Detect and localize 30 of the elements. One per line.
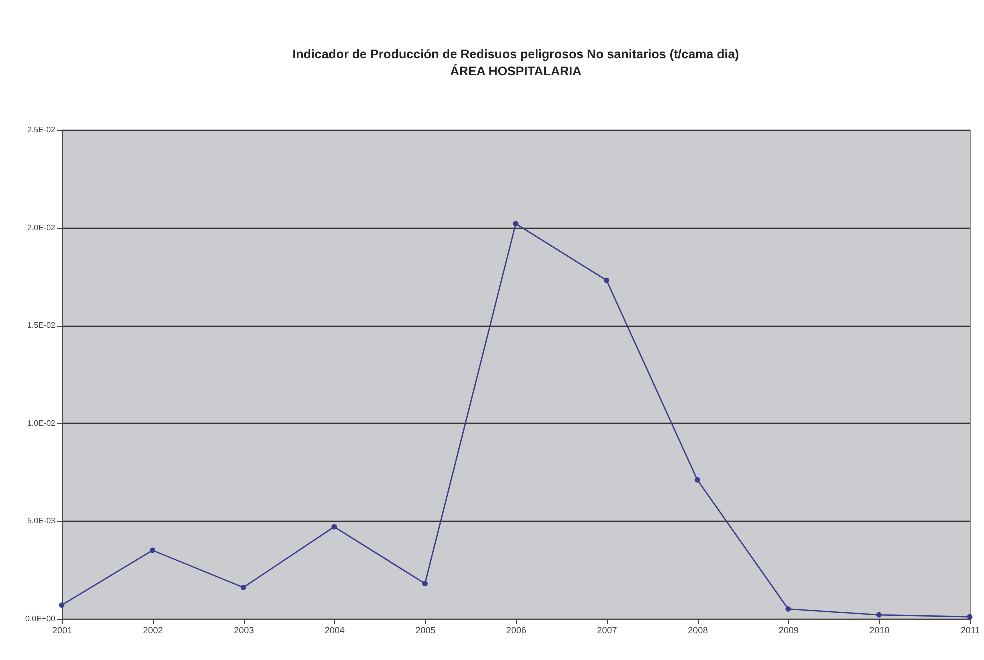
point bbox=[604, 278, 610, 284]
x-tick-label: 2007 bbox=[597, 626, 618, 636]
x-tick-label: 2001 bbox=[52, 626, 73, 636]
x-tick-label: 2008 bbox=[688, 626, 708, 636]
point bbox=[150, 548, 156, 554]
x-tick-label: 2006 bbox=[506, 626, 527, 636]
text: Indicador de Producción de Redisuos peligrosos No sanitarios (t/cama dia) bbox=[292, 48, 740, 62]
point bbox=[332, 524, 338, 530]
y-tick-label: 1.5E-02 bbox=[27, 321, 56, 330]
x-tick-label: 2010 bbox=[870, 626, 890, 636]
x-tick-label: 2004 bbox=[324, 626, 345, 636]
x-tick-label: 2009 bbox=[778, 626, 799, 636]
point bbox=[422, 581, 428, 587]
point bbox=[240, 584, 246, 590]
x-tick-label: 2005 bbox=[416, 626, 436, 636]
point bbox=[513, 221, 519, 227]
point bbox=[967, 614, 973, 620]
y-tick-label: 2.0E-02 bbox=[27, 223, 56, 232]
y-tick-label: 0.0E+00 bbox=[25, 614, 56, 624]
point bbox=[59, 602, 65, 608]
point bbox=[876, 612, 882, 618]
x-tick-label: 2003 bbox=[234, 626, 254, 636]
y-tick-label: 1.0E-02 bbox=[27, 418, 56, 428]
point bbox=[694, 477, 700, 483]
x-tick-label: 2011 bbox=[960, 626, 980, 636]
y-tick-label: 5.0E-03 bbox=[27, 516, 56, 526]
text: ÁREA HOSPITALARIA bbox=[450, 64, 582, 78]
point bbox=[786, 606, 792, 612]
x-tick-label: 2002 bbox=[143, 626, 164, 636]
y-tick-label: 2.5E-02 bbox=[27, 126, 56, 134]
